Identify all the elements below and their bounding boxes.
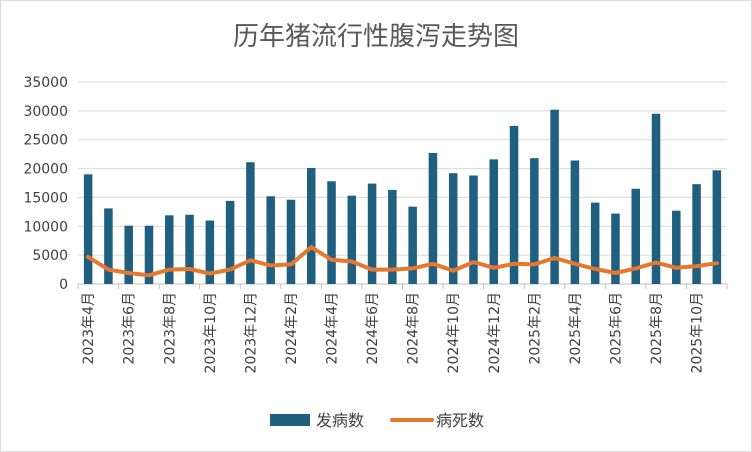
legend-label-病死数: 病死数 [436, 411, 484, 430]
y-tick-label: 5000 [32, 248, 68, 264]
x-tick-label: 2025年10月 [690, 292, 706, 373]
y-tick-label: 15000 [23, 190, 68, 206]
bar-发病数 [185, 214, 194, 284]
x-tick-label: 2025年8月 [649, 292, 665, 365]
y-tick-label: 20000 [23, 162, 68, 178]
bar-发病数 [225, 200, 235, 284]
x-tick-label: 2023年6月 [122, 292, 138, 365]
bar-发病数 [104, 208, 113, 284]
bar-发病数 [266, 196, 275, 284]
bar-发病数 [83, 174, 93, 284]
chart-title: 历年猪流行性腹泻走势图 [232, 22, 519, 52]
x-tick-label: 2023年8月 [162, 292, 178, 365]
x-tick-label: 2024年2月 [284, 292, 300, 365]
x-tick-label: 2025年4月 [568, 292, 584, 365]
bar-发病数 [306, 167, 316, 284]
bar-发病数 [428, 152, 438, 284]
x-tick-label: 2024年6月 [365, 292, 381, 365]
y-tick-label: 25000 [23, 133, 68, 149]
legend-label-发病数: 发病数 [316, 411, 364, 430]
x-tick-label: 2023年4月 [81, 292, 97, 365]
bar-发病数 [530, 158, 539, 284]
line-病死数 [86, 245, 719, 278]
bar-发病数 [590, 202, 600, 284]
x-tick-label: 2024年8月 [406, 292, 422, 365]
y-tick-label: 10000 [23, 219, 68, 235]
bar-发病数 [611, 213, 620, 284]
x-tick-label: 2025年2月 [527, 292, 543, 365]
bar-发病数 [347, 195, 357, 284]
bar-发病数 [672, 210, 681, 284]
bar-发病数 [367, 183, 377, 284]
bar-发病数 [692, 184, 701, 284]
y-tick-label: 35000 [23, 75, 68, 91]
bar-发病数 [286, 199, 296, 284]
bar-发病数 [631, 188, 640, 284]
bar-发病数 [165, 215, 174, 284]
bar-发病数 [246, 162, 255, 284]
bar-发病数 [448, 173, 458, 284]
bar-发病数 [144, 225, 154, 284]
bar-发病数 [712, 170, 722, 284]
legend-swatch-发病数 [270, 414, 310, 426]
bar-发病数 [509, 125, 519, 284]
bar-发病数 [570, 160, 580, 284]
x-tick-label: 2023年10月 [203, 292, 219, 373]
x-tick-label: 2024年12月 [487, 292, 503, 373]
y-tick-label: 0 [59, 277, 68, 293]
bar-发病数 [408, 206, 417, 284]
x-tick-label: 2024年10月 [446, 292, 462, 373]
x-tick-label: 2025年6月 [608, 292, 624, 365]
y-tick-label: 30000 [23, 104, 68, 120]
bar-发病数 [388, 189, 397, 284]
bar-发病数 [327, 181, 336, 284]
bar-发病数 [651, 113, 661, 284]
x-tick-label: 2024年4月 [325, 292, 341, 365]
bar-发病数 [550, 109, 559, 285]
bar-发病数 [205, 220, 215, 284]
x-tick-label: 2023年12月 [243, 292, 259, 373]
bar-发病数 [489, 159, 499, 284]
bar-发病数 [469, 175, 478, 284]
bar-发病数 [124, 225, 133, 284]
